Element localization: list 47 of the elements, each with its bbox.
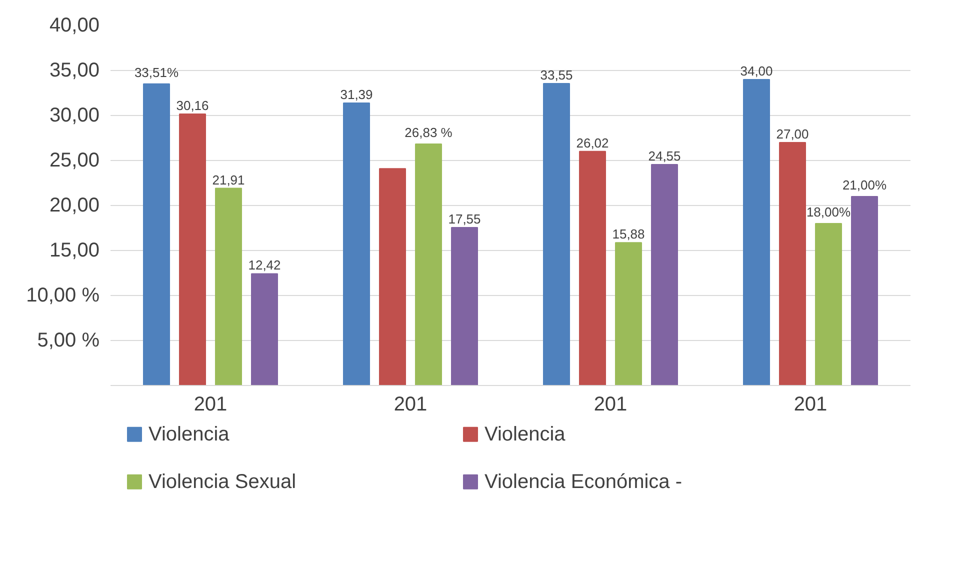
legend-label: Violencia Sexual: [148, 470, 296, 493]
data-label: 33,55: [540, 68, 573, 83]
data-label: 26,02: [576, 135, 609, 150]
y-tick-label: 10,00 %: [26, 284, 100, 306]
bar: [579, 150, 606, 386]
y-tick-label: 20,00: [49, 194, 100, 216]
y-tick-label: 30,00: [49, 104, 100, 126]
bar: [615, 242, 642, 386]
bar: [779, 142, 806, 386]
y-tick-label: 35,00: [49, 60, 100, 82]
data-label: 21,91: [212, 172, 245, 188]
x-tick-label: 201: [594, 394, 628, 416]
data-label: 17,55: [448, 212, 481, 227]
legend-label: Violencia: [484, 423, 566, 446]
legend-label: Violencia Económica -: [484, 470, 682, 493]
bar: [451, 227, 478, 386]
x-tick-label: 201: [194, 394, 228, 416]
data-label: 21,00%: [842, 178, 887, 192]
y-tick-label: 5,00 %: [37, 330, 100, 352]
x-tick-label: 201: [794, 394, 828, 416]
data-label: 12,42: [248, 258, 281, 273]
data-label: 31,39: [340, 86, 373, 102]
data-label: 27,00: [776, 126, 809, 142]
bar: [379, 168, 406, 386]
data-label: 18,00%: [806, 204, 851, 220]
bar: [651, 164, 678, 386]
bar: [179, 114, 206, 386]
bar: [343, 102, 370, 386]
legend-label: Violencia: [148, 423, 230, 446]
data-label: 15,88: [612, 226, 645, 242]
bar: [415, 144, 442, 386]
x-tick-label: 201: [394, 394, 428, 416]
bar: [143, 83, 170, 386]
y-tick-label: 15,00: [49, 240, 100, 262]
data-label: 33,51%: [134, 64, 179, 80]
bar: [851, 196, 878, 386]
data-label: 34,00: [740, 64, 773, 78]
data-label: 26,83 %: [404, 125, 453, 140]
y-tick-label: 40,00: [49, 14, 100, 36]
bar: [815, 223, 842, 386]
y-tick-label: 25,00: [49, 150, 100, 172]
data-label: 24,55: [648, 148, 681, 164]
bar: [543, 83, 570, 386]
bar: [251, 273, 278, 386]
bar: [743, 79, 770, 386]
data-label: 30,16: [176, 98, 209, 114]
bar: [215, 188, 242, 386]
